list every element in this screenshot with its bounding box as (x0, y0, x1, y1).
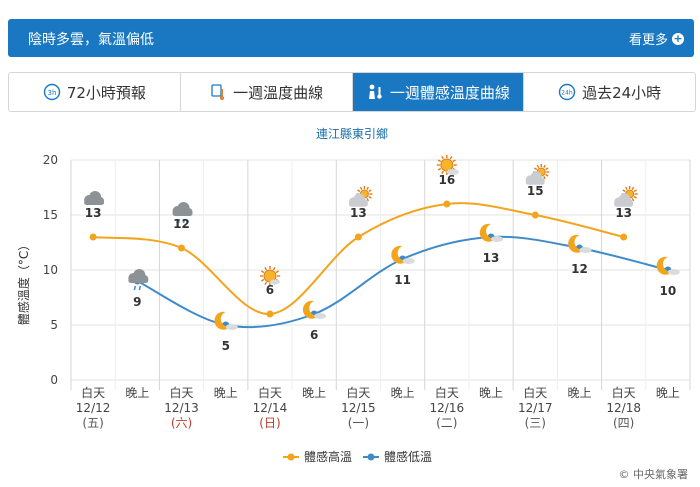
x-tick-day-label: 白天 (258, 385, 282, 400)
data-label: 6 (310, 328, 318, 342)
high-temp-point[interactable] (89, 233, 97, 241)
x-tick-date-label: 12/14 (253, 401, 288, 415)
tab-weekly-apparent-temperature[interactable]: 一週體感溫度曲線 (352, 73, 525, 111)
moon-cloud-icon (479, 223, 504, 242)
legend-marker (367, 453, 375, 461)
x-tick-night-label: 晚上 (302, 386, 326, 400)
high-temp-point[interactable] (620, 233, 628, 241)
x-tick-day-label: 白天 (346, 385, 370, 400)
x-tick-day-label: 白天 (81, 385, 105, 400)
tab-weekly-temperature[interactable]: 一週溫度曲線 (181, 73, 353, 111)
x-tick-day-label: 白天 (435, 385, 459, 400)
y-axis-label: 體感溫度（°C） (16, 239, 31, 325)
data-label: 13 (350, 206, 367, 220)
x-tick-date-label: 12/17 (518, 401, 553, 415)
x-tick-date-label: 12/12 (76, 401, 111, 415)
high-temp-point[interactable] (531, 211, 539, 219)
data-label: 5 (222, 339, 230, 353)
data-label: 13 (615, 206, 632, 220)
moon-cloud-icon (656, 256, 680, 275)
svg-text:3h: 3h (47, 89, 56, 97)
x-tick-night-label: 晚上 (125, 386, 149, 400)
legend-item-low[interactable]: 體感低溫 (363, 449, 432, 464)
legend-marker (287, 453, 295, 461)
x-tick-weekday-label: (四) (613, 416, 634, 430)
data-label: 11 (394, 273, 411, 287)
data-label: 15 (527, 184, 544, 198)
72h-clock-icon: 3h (43, 83, 61, 101)
x-tick-weekday-label: (二) (436, 416, 457, 430)
x-tick-night-label: 晚上 (391, 386, 415, 400)
x-tick-day-label: 白天 (170, 385, 194, 400)
data-label: 13 (483, 251, 500, 265)
x-tick-weekday-label: (一) (348, 416, 369, 430)
x-tick-weekday-label: (五) (82, 416, 103, 430)
moon-cloud-icon (214, 311, 238, 330)
sunny-cloud-icon (436, 155, 459, 175)
x-tick-weekday-label: (日) (259, 416, 280, 430)
cloudy-rain-icon (128, 269, 149, 291)
cloudy-rain-icon (172, 202, 193, 224)
person-temperature-icon (368, 84, 382, 99)
tab-label: 72小時預報 (66, 83, 146, 102)
x-tick-night-label: 晚上 (567, 386, 591, 400)
legend-item-high[interactable]: 體感高溫 (283, 449, 352, 464)
x-tick-date-label: 12/15 (341, 401, 376, 415)
legend-label: 體感高溫 (304, 449, 352, 464)
partly-cloudy-icon (525, 164, 550, 185)
high-temp-point[interactable] (443, 200, 451, 208)
moon-cloud-icon (568, 234, 592, 253)
y-tick-label: 5 (50, 318, 58, 332)
high-temp-point[interactable] (354, 233, 362, 241)
weather-summary-text: 陰時多雲，氣溫偏低 (28, 32, 154, 48)
legend-label: 體感低溫 (384, 449, 432, 464)
data-label: 12 (173, 217, 190, 231)
high-temp-point[interactable] (266, 310, 274, 318)
tab-label: 一週體感溫度曲線 (389, 83, 510, 102)
partly-cloudy-icon (348, 186, 373, 207)
tab-72-hour-forecast[interactable]: 3h 72小時預報 (9, 73, 181, 111)
moon-cloud-icon (302, 300, 327, 319)
x-tick-night-label: 晚上 (656, 386, 680, 400)
x-tick-weekday-label: (六) (171, 416, 192, 430)
see-more-label: 看更多 (628, 33, 668, 48)
forecast-tabs: 3h 72小時預報 一週溫度曲線 一週體感溫度曲線 24h 過去24小時 (8, 72, 696, 112)
partly-cloudy-icon (614, 186, 638, 207)
x-tick-night-label: 晚上 (214, 386, 238, 400)
cloudy-icon (84, 191, 105, 205)
tab-label: 一週溫度曲線 (233, 83, 324, 102)
data-label: 10 (660, 284, 677, 298)
x-tick-day-label: 白天 (612, 385, 636, 400)
x-tick-date-label: 12/18 (606, 401, 641, 415)
y-tick-label: 10 (43, 263, 58, 277)
y-tick-label: 0 (50, 373, 58, 387)
credit-text: © 中央氣象署 (619, 467, 689, 481)
y-tick-label: 20 (43, 153, 58, 167)
tab-label: 過去24小時 (582, 83, 662, 102)
data-label: 6 (266, 283, 274, 297)
apparent-temperature-chart: 連江縣東引鄉 體感溫度（°C） 0 5 10 15 20 13 12 6 13 16 15 13 9 5… (16, 127, 691, 481)
thermometer-icon (211, 84, 225, 100)
x-tick-night-label: 晚上 (479, 386, 503, 400)
high-temp-point[interactable] (178, 244, 186, 252)
data-label: 13 (85, 206, 102, 220)
data-label: 16 (438, 173, 455, 187)
sunny-icon (259, 266, 280, 286)
plus-circle-icon: + (672, 31, 684, 45)
x-tick-day-label: 白天 (523, 385, 547, 400)
x-tick-date-label: 12/13 (164, 401, 199, 415)
data-label: 9 (133, 295, 141, 309)
tab-past-24-hours[interactable]: 24h 過去24小時 (524, 73, 695, 111)
weather-summary-banner: 陰時多雲，氣溫偏低 看更多 + (8, 19, 694, 57)
moon-cloud-icon (391, 245, 415, 264)
y-tick-label: 15 (43, 208, 58, 222)
x-tick-weekday-label: (三) (525, 416, 546, 430)
x-tick-date-label: 12/16 (430, 401, 465, 415)
chart-title: 連江縣東引鄉 (316, 127, 388, 141)
svg-text:24h: 24h (561, 90, 573, 97)
see-more-link[interactable]: 看更多 + (629, 29, 684, 48)
24h-clock-icon: 24h (558, 83, 576, 101)
data-label: 12 (571, 262, 588, 276)
